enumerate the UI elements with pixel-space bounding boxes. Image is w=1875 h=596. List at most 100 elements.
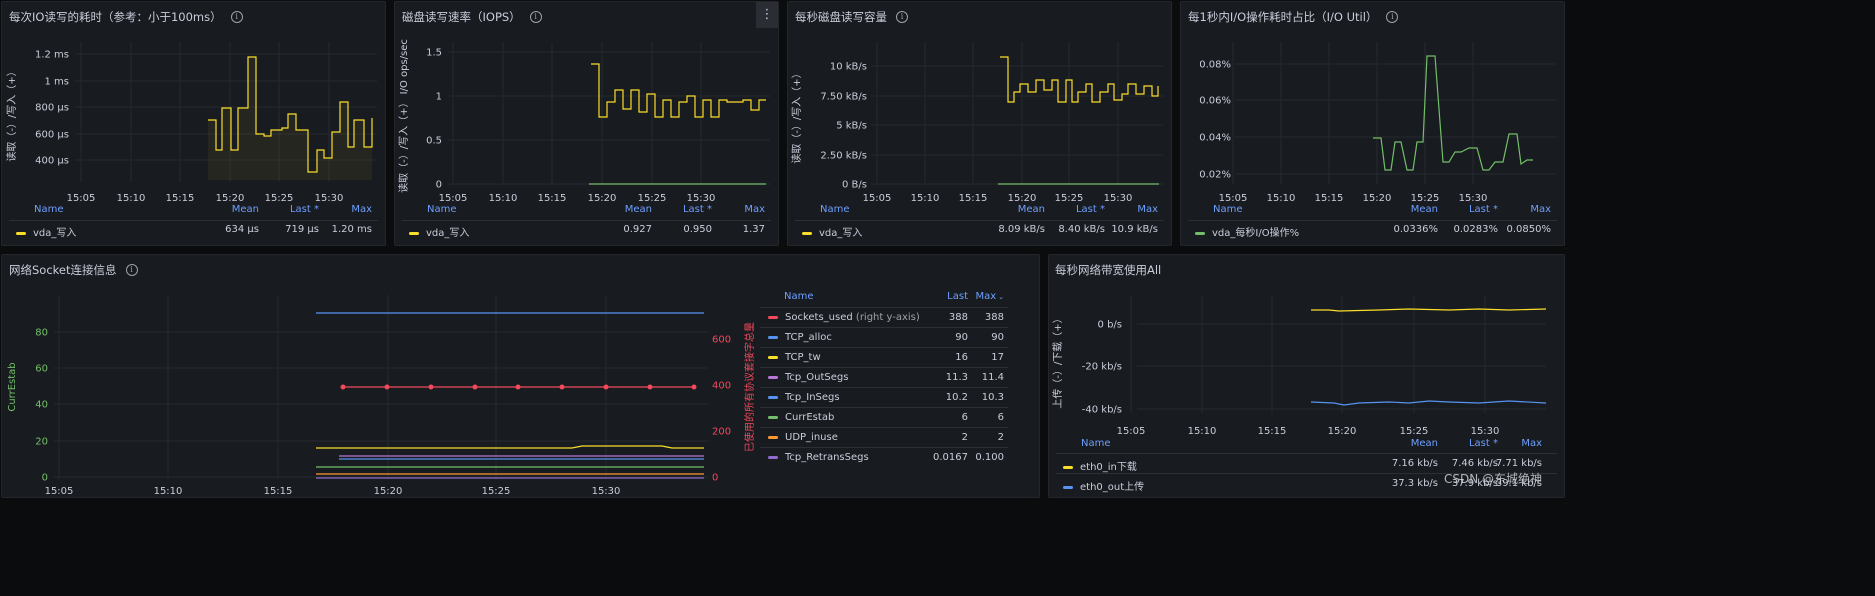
series-name: vda_写入 [819,228,863,239]
legend-item[interactable]: UDP_inuse [768,432,838,443]
legend-item[interactable]: vda_写入 [802,224,862,239]
y-tick-label: 0.5 [426,136,442,147]
x-tick-label: 15:15 [166,193,195,202]
legend-item[interactable]: vda_每秒I/O操作% [1195,224,1299,239]
x-tick-label: 15:25 [638,193,667,202]
legend-header-max[interactable]: Max [351,204,372,215]
panel-title[interactable]: 每1秒内I/O操作耗时占比（I/O Util） i [1188,9,1399,25]
info-icon[interactable]: i [125,264,138,276]
x-tick-label: 15:15 [264,486,293,497]
x-tick-label: 15:25 [265,193,294,202]
series-name: vda_写入 [33,228,77,239]
series-swatch [409,231,419,235]
info-icon[interactable]: i [896,11,908,23]
info-icon[interactable]: i [529,11,542,23]
y-tick-label: 40 [35,400,48,411]
legend-last: 8.40 kB/s [1058,224,1105,235]
series-tcp-tw [316,445,704,449]
legend-header-max[interactable]: Max [1530,204,1551,215]
y-tick-label: 0.08% [1199,60,1231,71]
chart-area[interactable]: 0.08% 0.06% 0.04% 0.02% 15:05 15:10 15:15 15:20… [1181,2,1565,202]
legend-item[interactable]: TCP_alloc [768,332,832,343]
series-sockets-used-point [559,384,565,390]
legend-item[interactable]: eth0_out上传 [1063,478,1144,493]
legend-header-mean[interactable]: Mean [231,204,259,215]
series-line [208,56,373,173]
panel-title[interactable]: 每秒磁盘读写容量 i [795,9,908,25]
x-tick-label: 15:10 [489,193,518,202]
series-swatch [802,231,812,235]
y-axis-label: 读取（-）/写入（+） [5,66,18,161]
legend-header-name[interactable]: Name [820,204,850,215]
legend-item[interactable]: vda_写入 [16,224,76,239]
x-tick-label: 15:20 [374,486,403,497]
legend-header-last[interactable]: Last * [1468,204,1498,215]
series-line [1000,56,1159,103]
legend-header-max[interactable]: Max [1521,438,1542,449]
x-tick-label: 15:15 [1258,426,1287,437]
panel-title[interactable]: 每次IO读写的耗时（参考：小于100ms） i [9,9,243,25]
series-name: Sockets_used [785,312,853,323]
legend-table: Name Last Max ⌄ Sockets_used (right y-axi… [760,291,1008,497]
legend-item[interactable]: Tcp_OutSegs [768,372,848,383]
legend-header-last[interactable]: Last * [1075,204,1105,215]
panel-title[interactable]: 网络Socket连接信息 i [9,262,138,278]
info-icon[interactable]: i [230,11,243,23]
legend-max: 90 [991,332,1004,343]
series-eth0-out [1310,400,1547,406]
x-tick-label: 15:30 [1104,193,1133,202]
legend-header-mean[interactable]: Mean [1410,204,1438,215]
legend-header-name[interactable]: Name [427,204,457,215]
series-name: Tcp_RetransSegs [785,452,869,463]
series-swatch [1063,485,1073,489]
series-name: TCP_alloc [785,332,832,343]
legend-header-name[interactable]: Name [34,204,64,215]
series-sockets-used-point [691,384,697,390]
legend-header-mean[interactable]: Mean [1410,438,1438,449]
legend-header-max[interactable]: Max [1137,204,1158,215]
panel-io-latency: 每次IO读写的耗时（参考：小于100ms） i 1.2 ms 1 ms 800 µs 6… [1,1,386,246]
legend-header-last[interactable]: Last [947,291,968,302]
x-tick-label: 15:05 [863,193,892,202]
y-axis-label: 上传（-）/下载（+） [1052,313,1064,408]
chart-area[interactable]: 10 kB/s 7.50 kB/s 5 kB/s 2.50 kB/s 0 B/s 读取（-… [788,2,1172,202]
x-tick-label: 15:05 [439,193,468,202]
y-tick-label: 1.5 [426,48,442,59]
chevron-down-icon: ⌄ [998,293,1004,301]
legend-header-max[interactable]: Max [744,204,765,215]
legend-header-name[interactable]: Name [784,291,814,302]
panel-title[interactable]: 每秒网络带宽使用All [1055,262,1161,278]
legend-header-max[interactable]: Max ⌄ [975,291,1004,302]
legend-item[interactable]: TCP_tw [768,352,821,363]
y-axis-label: 读取（-）/写入（+） [790,68,803,163]
x-tick-label: 15:10 [1188,426,1217,437]
legend-item[interactable]: eth0_in下载 [1063,458,1137,473]
y-tick-label: 80 [35,328,48,339]
more-vertical-icon[interactable]: ⋮ [756,2,778,28]
legend-header-last[interactable]: Last * [682,204,712,215]
legend-header-mean[interactable]: Mean [624,204,652,215]
x-tick-label: 15:10 [911,193,940,202]
legend-item[interactable]: vda_写入 [409,224,469,239]
legend-item[interactable]: CurrEstab [768,412,834,423]
series-sockets-used-point [384,384,390,390]
legend-item[interactable]: Tcp_InSegs [768,392,840,403]
chart-area[interactable]: 1.2 ms 1 ms 800 µs 600 µs 400 µs 读取（-）/写入（+） 1… [2,2,386,202]
series-swatch [768,375,778,379]
legend-header-mean[interactable]: Mean [1017,204,1045,215]
panel-title[interactable]: 磁盘读写速率（IOPS） i [402,9,542,25]
legend-header-last[interactable]: Last * [1468,438,1498,449]
chart-area[interactable]: 0 b/s -20 kb/s -40 kb/s 上传（-）/下载（+） 15:05 15:… [1049,255,1565,445]
info-icon[interactable]: i [1386,11,1399,23]
legend-item[interactable]: Tcp_RetransSegs [768,452,869,463]
legend-item[interactable]: Sockets_used (right y-axis) [768,312,920,323]
series-sockets-used-point [603,384,609,390]
panel-iops: 磁盘读写速率（IOPS） i ⋮ 1.5 1 0.5 0 读取（-）/写入（+） I/O … [394,1,779,246]
x-tick-label: 15:30 [315,193,344,202]
panel-network-bandwidth: 每秒网络带宽使用All 0 b/s -20 kb/s -40 kb/s 上传（-）/下… [1048,254,1565,498]
legend-header-name[interactable]: Name [1081,438,1111,449]
legend-header-name[interactable]: Name [1213,204,1243,215]
legend-header-last[interactable]: Last * [289,204,319,215]
chart-area[interactable]: 1.5 1 0.5 0 读取（-）/写入（+） I/O ops/sec 15:05 15:1… [395,2,779,202]
